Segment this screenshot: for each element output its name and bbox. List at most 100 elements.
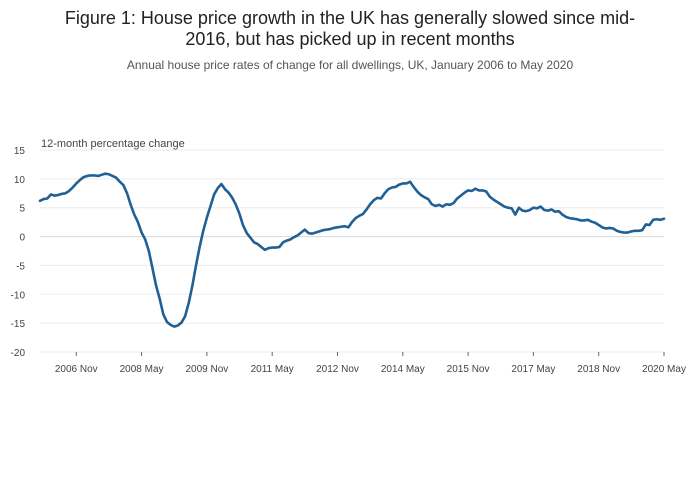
data-point[interactable] [42, 198, 44, 200]
data-point[interactable] [220, 183, 222, 185]
data-point[interactable] [115, 177, 117, 179]
data-point[interactable] [489, 196, 491, 198]
data-point[interactable] [271, 246, 273, 248]
data-point[interactable] [471, 190, 473, 192]
data-point[interactable] [293, 236, 295, 238]
data-point[interactable] [296, 234, 298, 236]
data-point[interactable] [590, 220, 592, 222]
data-point[interactable] [206, 216, 208, 218]
data-point[interactable] [333, 227, 335, 229]
data-point[interactable] [169, 324, 171, 326]
data-point[interactable] [90, 174, 92, 176]
data-point[interactable] [481, 189, 483, 191]
data-point[interactable] [663, 217, 665, 219]
data-point[interactable] [329, 228, 331, 230]
data-point[interactable] [347, 226, 349, 228]
data-point[interactable] [256, 243, 258, 245]
data-point[interactable] [144, 238, 146, 240]
data-point[interactable] [184, 315, 186, 317]
data-point[interactable] [57, 194, 59, 196]
data-point[interactable] [155, 284, 157, 286]
data-point[interactable] [398, 183, 400, 185]
data-point[interactable] [71, 186, 73, 188]
data-point[interactable] [460, 194, 462, 196]
data-point[interactable] [474, 187, 476, 189]
data-point[interactable] [224, 188, 226, 190]
data-point[interactable] [608, 227, 610, 229]
data-point[interactable] [159, 298, 161, 300]
data-point[interactable] [525, 210, 527, 212]
data-point[interactable] [173, 325, 175, 327]
data-point[interactable] [496, 201, 498, 203]
data-point[interactable] [456, 197, 458, 199]
data-point[interactable] [467, 189, 469, 191]
data-point[interactable] [235, 204, 237, 206]
data-point[interactable] [623, 231, 625, 233]
data-point[interactable] [285, 239, 287, 241]
data-point[interactable] [64, 192, 66, 194]
data-point[interactable] [500, 203, 502, 205]
data-point[interactable] [427, 198, 429, 200]
data-point[interactable] [601, 226, 603, 228]
data-point[interactable] [129, 204, 131, 206]
data-point[interactable] [133, 213, 135, 215]
data-point[interactable] [97, 175, 99, 177]
data-point[interactable] [452, 202, 454, 204]
data-point[interactable] [565, 216, 567, 218]
data-point[interactable] [529, 209, 531, 211]
data-point[interactable] [358, 215, 360, 217]
data-point[interactable] [514, 213, 516, 215]
data-point[interactable] [82, 176, 84, 178]
data-point[interactable] [373, 199, 375, 201]
data-point[interactable] [438, 204, 440, 206]
data-point[interactable] [594, 222, 596, 224]
data-point[interactable] [180, 321, 182, 323]
data-point[interactable] [278, 246, 280, 248]
data-point[interactable] [648, 224, 650, 226]
data-point[interactable] [383, 192, 385, 194]
data-point[interactable] [202, 230, 204, 232]
data-point[interactable] [561, 213, 563, 215]
data-point[interactable] [485, 190, 487, 192]
data-point[interactable] [100, 174, 102, 176]
data-point[interactable] [191, 284, 193, 286]
data-point[interactable] [111, 175, 113, 177]
data-point[interactable] [431, 203, 433, 205]
data-point[interactable] [478, 189, 480, 191]
data-point[interactable] [122, 184, 124, 186]
data-point[interactable] [126, 192, 128, 194]
data-point[interactable] [423, 196, 425, 198]
data-point[interactable] [318, 230, 320, 232]
data-point[interactable] [568, 217, 570, 219]
data-point[interactable] [238, 213, 240, 215]
data-point[interactable] [369, 203, 371, 205]
data-point[interactable] [416, 190, 418, 192]
data-point[interactable] [547, 209, 549, 211]
data-point[interactable] [492, 198, 494, 200]
data-point[interactable] [630, 230, 632, 232]
data-point[interactable] [322, 229, 324, 231]
data-point[interactable] [597, 224, 599, 226]
data-point[interactable] [612, 227, 614, 229]
data-point[interactable] [572, 217, 574, 219]
data-point[interactable] [365, 208, 367, 210]
data-point[interactable] [108, 173, 110, 175]
data-point[interactable] [68, 190, 70, 192]
data-point[interactable] [376, 197, 378, 199]
data-point[interactable] [394, 186, 396, 188]
data-point[interactable] [311, 232, 313, 234]
data-point[interactable] [344, 225, 346, 227]
data-point[interactable] [412, 186, 414, 188]
data-point[interactable] [409, 181, 411, 183]
data-point[interactable] [253, 241, 255, 243]
data-point[interactable] [619, 231, 621, 233]
data-point[interactable] [86, 175, 88, 177]
data-point[interactable] [587, 219, 589, 221]
data-point[interactable] [554, 211, 556, 213]
data-point[interactable] [550, 208, 552, 210]
data-point[interactable] [627, 231, 629, 233]
data-point[interactable] [148, 250, 150, 252]
data-point[interactable] [336, 226, 338, 228]
data-point[interactable] [307, 232, 309, 234]
data-point[interactable] [195, 264, 197, 266]
